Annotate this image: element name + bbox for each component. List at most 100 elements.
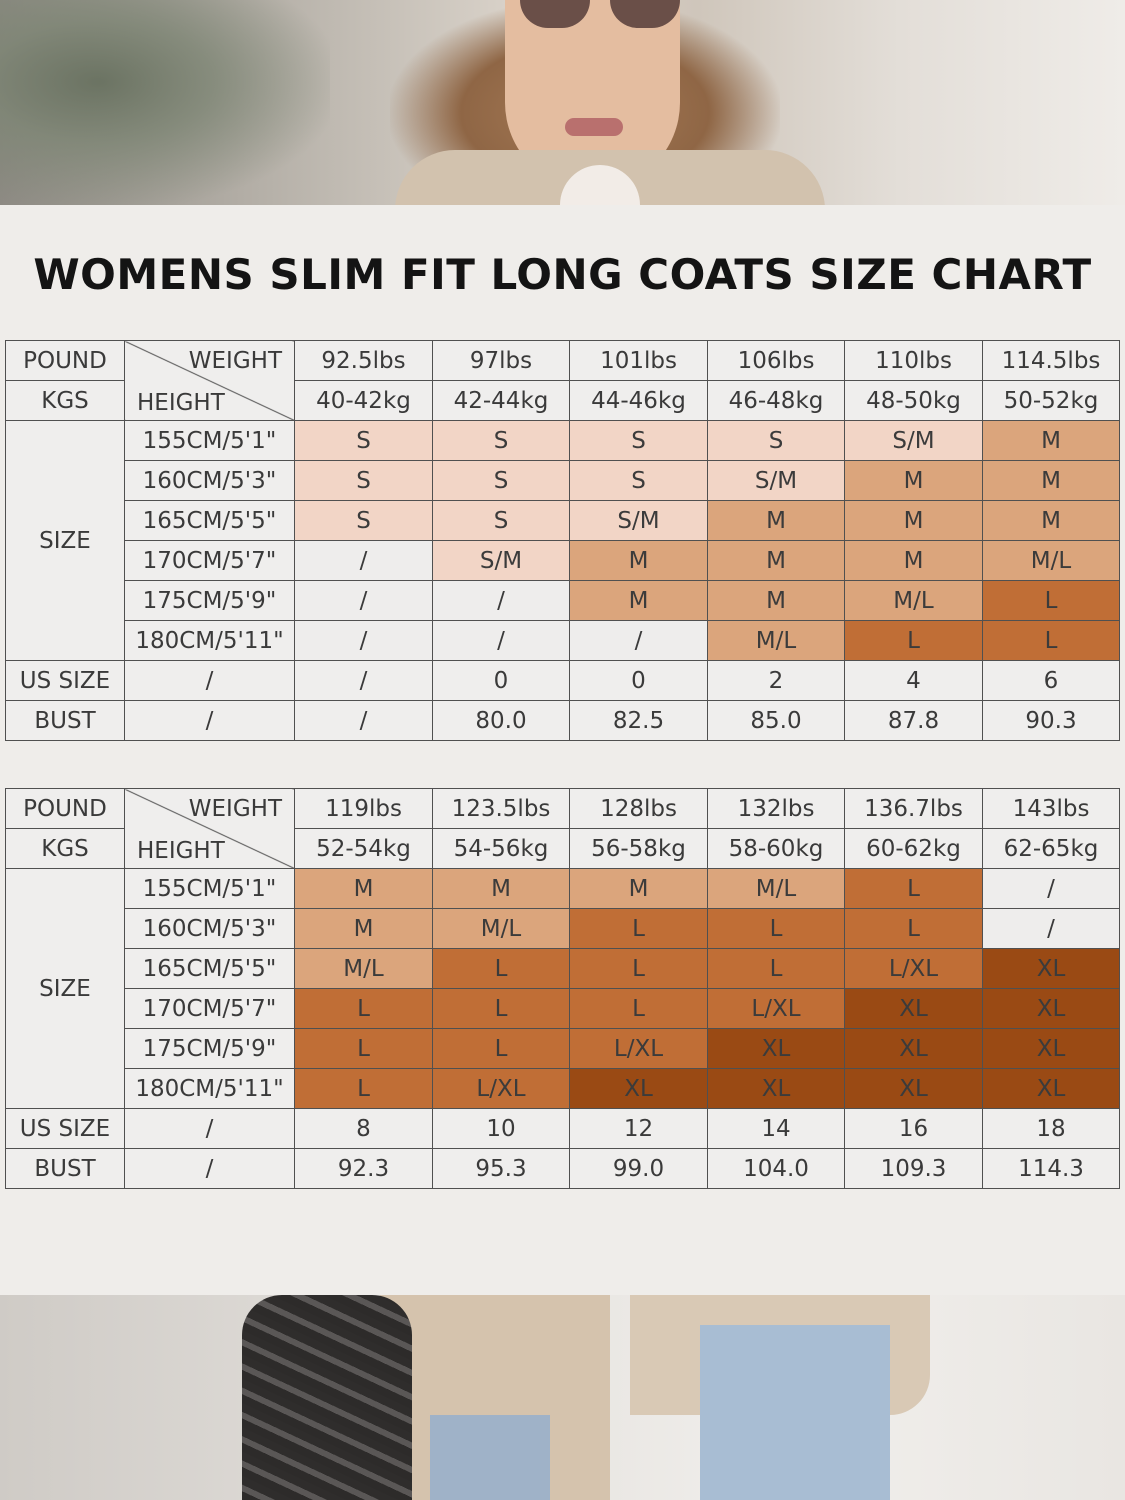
model-photo-bottom xyxy=(0,1295,1125,1500)
bust-value: 85.0 xyxy=(707,700,845,741)
size-cell: / xyxy=(294,580,433,621)
height-label: HEIGHT xyxy=(137,389,225,416)
size-row: 160CM/5'3" M M/L L L L / xyxy=(6,908,1120,949)
pound-value: 123.5lbs xyxy=(432,788,570,829)
kgs-value: 44-46kg xyxy=(569,380,708,421)
size-cell: M xyxy=(569,868,708,909)
size-cell: S xyxy=(432,420,570,461)
kgs-label: KGS xyxy=(5,380,125,421)
size-table-2: POUND WEIGHT HEIGHT 119lbs 123.5lbs 128lbs 132… xyxy=(5,788,1120,1189)
us-size-value: 6 xyxy=(982,660,1120,701)
kgs-value: 46-48kg xyxy=(707,380,845,421)
pound-value: 97lbs xyxy=(432,340,570,381)
size-cell: L/XL xyxy=(432,1068,570,1109)
model-photo-top xyxy=(0,0,1125,205)
us-size-value: 8 xyxy=(294,1108,433,1149)
size-row: 180CM/5'11" / / / M/L L L xyxy=(6,620,1120,661)
size-label: SIZE xyxy=(5,420,125,661)
size-cell: / xyxy=(432,620,570,661)
height-value: 155CM/5'1" xyxy=(124,420,295,461)
size-cell: S xyxy=(432,500,570,541)
pound-value: 92.5lbs xyxy=(294,340,433,381)
size-cell: XL xyxy=(844,1028,983,1069)
quilted-bag xyxy=(242,1295,412,1500)
height-value: 180CM/5'11" xyxy=(124,620,295,661)
size-cell: S xyxy=(432,460,570,501)
size-row: 175CM/5'9" L L L/XL XL XL XL xyxy=(6,1028,1120,1069)
size-cell: L xyxy=(707,948,845,989)
kgs-value: 42-44kg xyxy=(432,380,570,421)
size-cell: / xyxy=(294,620,433,661)
us-size-label: US SIZE xyxy=(5,1108,125,1149)
size-row: SIZE 155CM/5'1" M M M M/L L / xyxy=(5,868,1120,1109)
height-value: 175CM/5'9" xyxy=(124,580,295,621)
size-cell: L xyxy=(294,988,433,1029)
size-cell: M xyxy=(294,908,433,949)
size-cell: M/L xyxy=(432,908,570,949)
bust-value: 87.8 xyxy=(844,700,983,741)
pound-value: 110lbs xyxy=(844,340,983,381)
kgs-label: KGS xyxy=(5,828,125,869)
size-cell: M/L xyxy=(294,948,433,989)
pound-row: POUND WEIGHT HEIGHT 119lbs 123.5lbs 128lbs 132… xyxy=(5,788,1120,869)
height-value: 160CM/5'3" xyxy=(124,908,295,949)
height-value: 155CM/5'1" xyxy=(124,868,295,909)
bust-label: BUST xyxy=(5,1148,125,1189)
size-cell: M/L xyxy=(844,580,983,621)
size-cell: M/L xyxy=(707,868,845,909)
size-cell: L xyxy=(844,908,983,949)
size-cell: XL xyxy=(982,948,1120,989)
size-cell: M xyxy=(569,540,708,581)
plant-background xyxy=(0,0,330,205)
height-value: 170CM/5'7" xyxy=(124,540,295,581)
height-value: 160CM/5'3" xyxy=(124,460,295,501)
kgs-value: 40-42kg xyxy=(294,380,433,421)
diagonal-header: WEIGHT HEIGHT xyxy=(126,342,294,420)
size-cell: S xyxy=(294,420,433,461)
kgs-value: 48-50kg xyxy=(844,380,983,421)
size-cell: XL xyxy=(982,988,1120,1029)
size-cell: M/L xyxy=(982,540,1120,581)
size-cell: M xyxy=(294,868,433,909)
size-cell: L xyxy=(432,1028,570,1069)
size-cell: L xyxy=(844,868,983,909)
bust-value: 95.3 xyxy=(432,1148,570,1189)
us-size-value: 10 xyxy=(432,1108,570,1149)
height-value: 175CM/5'9" xyxy=(124,1028,295,1069)
size-table-1: POUND WEIGHT HEIGHT 92.5lbs 97lbs 101lbs 106lb… xyxy=(5,340,1120,741)
size-cell: M xyxy=(982,420,1120,461)
size-cell: L xyxy=(569,988,708,1029)
weight-label: WEIGHT xyxy=(188,795,282,822)
size-cell: M xyxy=(707,500,845,541)
size-row: 160CM/5'3" S S S S/M M M xyxy=(6,460,1120,501)
size-cell: M/L xyxy=(707,620,845,661)
size-cell: XL xyxy=(982,1028,1120,1069)
size-cell: S xyxy=(294,500,433,541)
size-cell: M xyxy=(982,460,1120,501)
pound-label: POUND xyxy=(5,340,125,381)
size-cell: XL xyxy=(707,1068,845,1109)
size-cell: M xyxy=(569,580,708,621)
height-value: 165CM/5'5" xyxy=(124,500,295,541)
size-cell: / xyxy=(982,908,1120,949)
kgs-value: 54-56kg xyxy=(432,828,570,869)
us-size-blank: / xyxy=(124,1108,295,1149)
size-cell: M xyxy=(844,460,983,501)
bust-blank: / xyxy=(124,1148,295,1189)
kgs-row: KGS 52-54kg 54-56kg 56-58kg 58-60kg 60-62kg 62… xyxy=(5,828,1120,869)
height-value: 165CM/5'5" xyxy=(124,948,295,989)
bust-row: BUST/92.3 95.3 99.0 104.0 109.3 114.3 xyxy=(5,1148,1120,1189)
pound-label: POUND xyxy=(5,788,125,829)
size-cell: S/M xyxy=(707,460,845,501)
weight-height-header: WEIGHT HEIGHT xyxy=(124,340,295,421)
height-value: 170CM/5'7" xyxy=(124,988,295,1029)
size-cell: L/XL xyxy=(844,948,983,989)
size-label: SIZE xyxy=(5,868,125,1109)
pound-row: POUND WEIGHT HEIGHT 92.5lbs 97lbs 101lbs 106lb… xyxy=(5,340,1120,421)
size-row: 165CM/5'5" S S S/M M M M xyxy=(6,500,1120,541)
bust-value: / xyxy=(294,700,433,741)
bust-value: 114.3 xyxy=(982,1148,1120,1189)
size-cell: S/M xyxy=(844,420,983,461)
kgs-value: 56-58kg xyxy=(569,828,708,869)
size-cell: L xyxy=(982,620,1120,661)
